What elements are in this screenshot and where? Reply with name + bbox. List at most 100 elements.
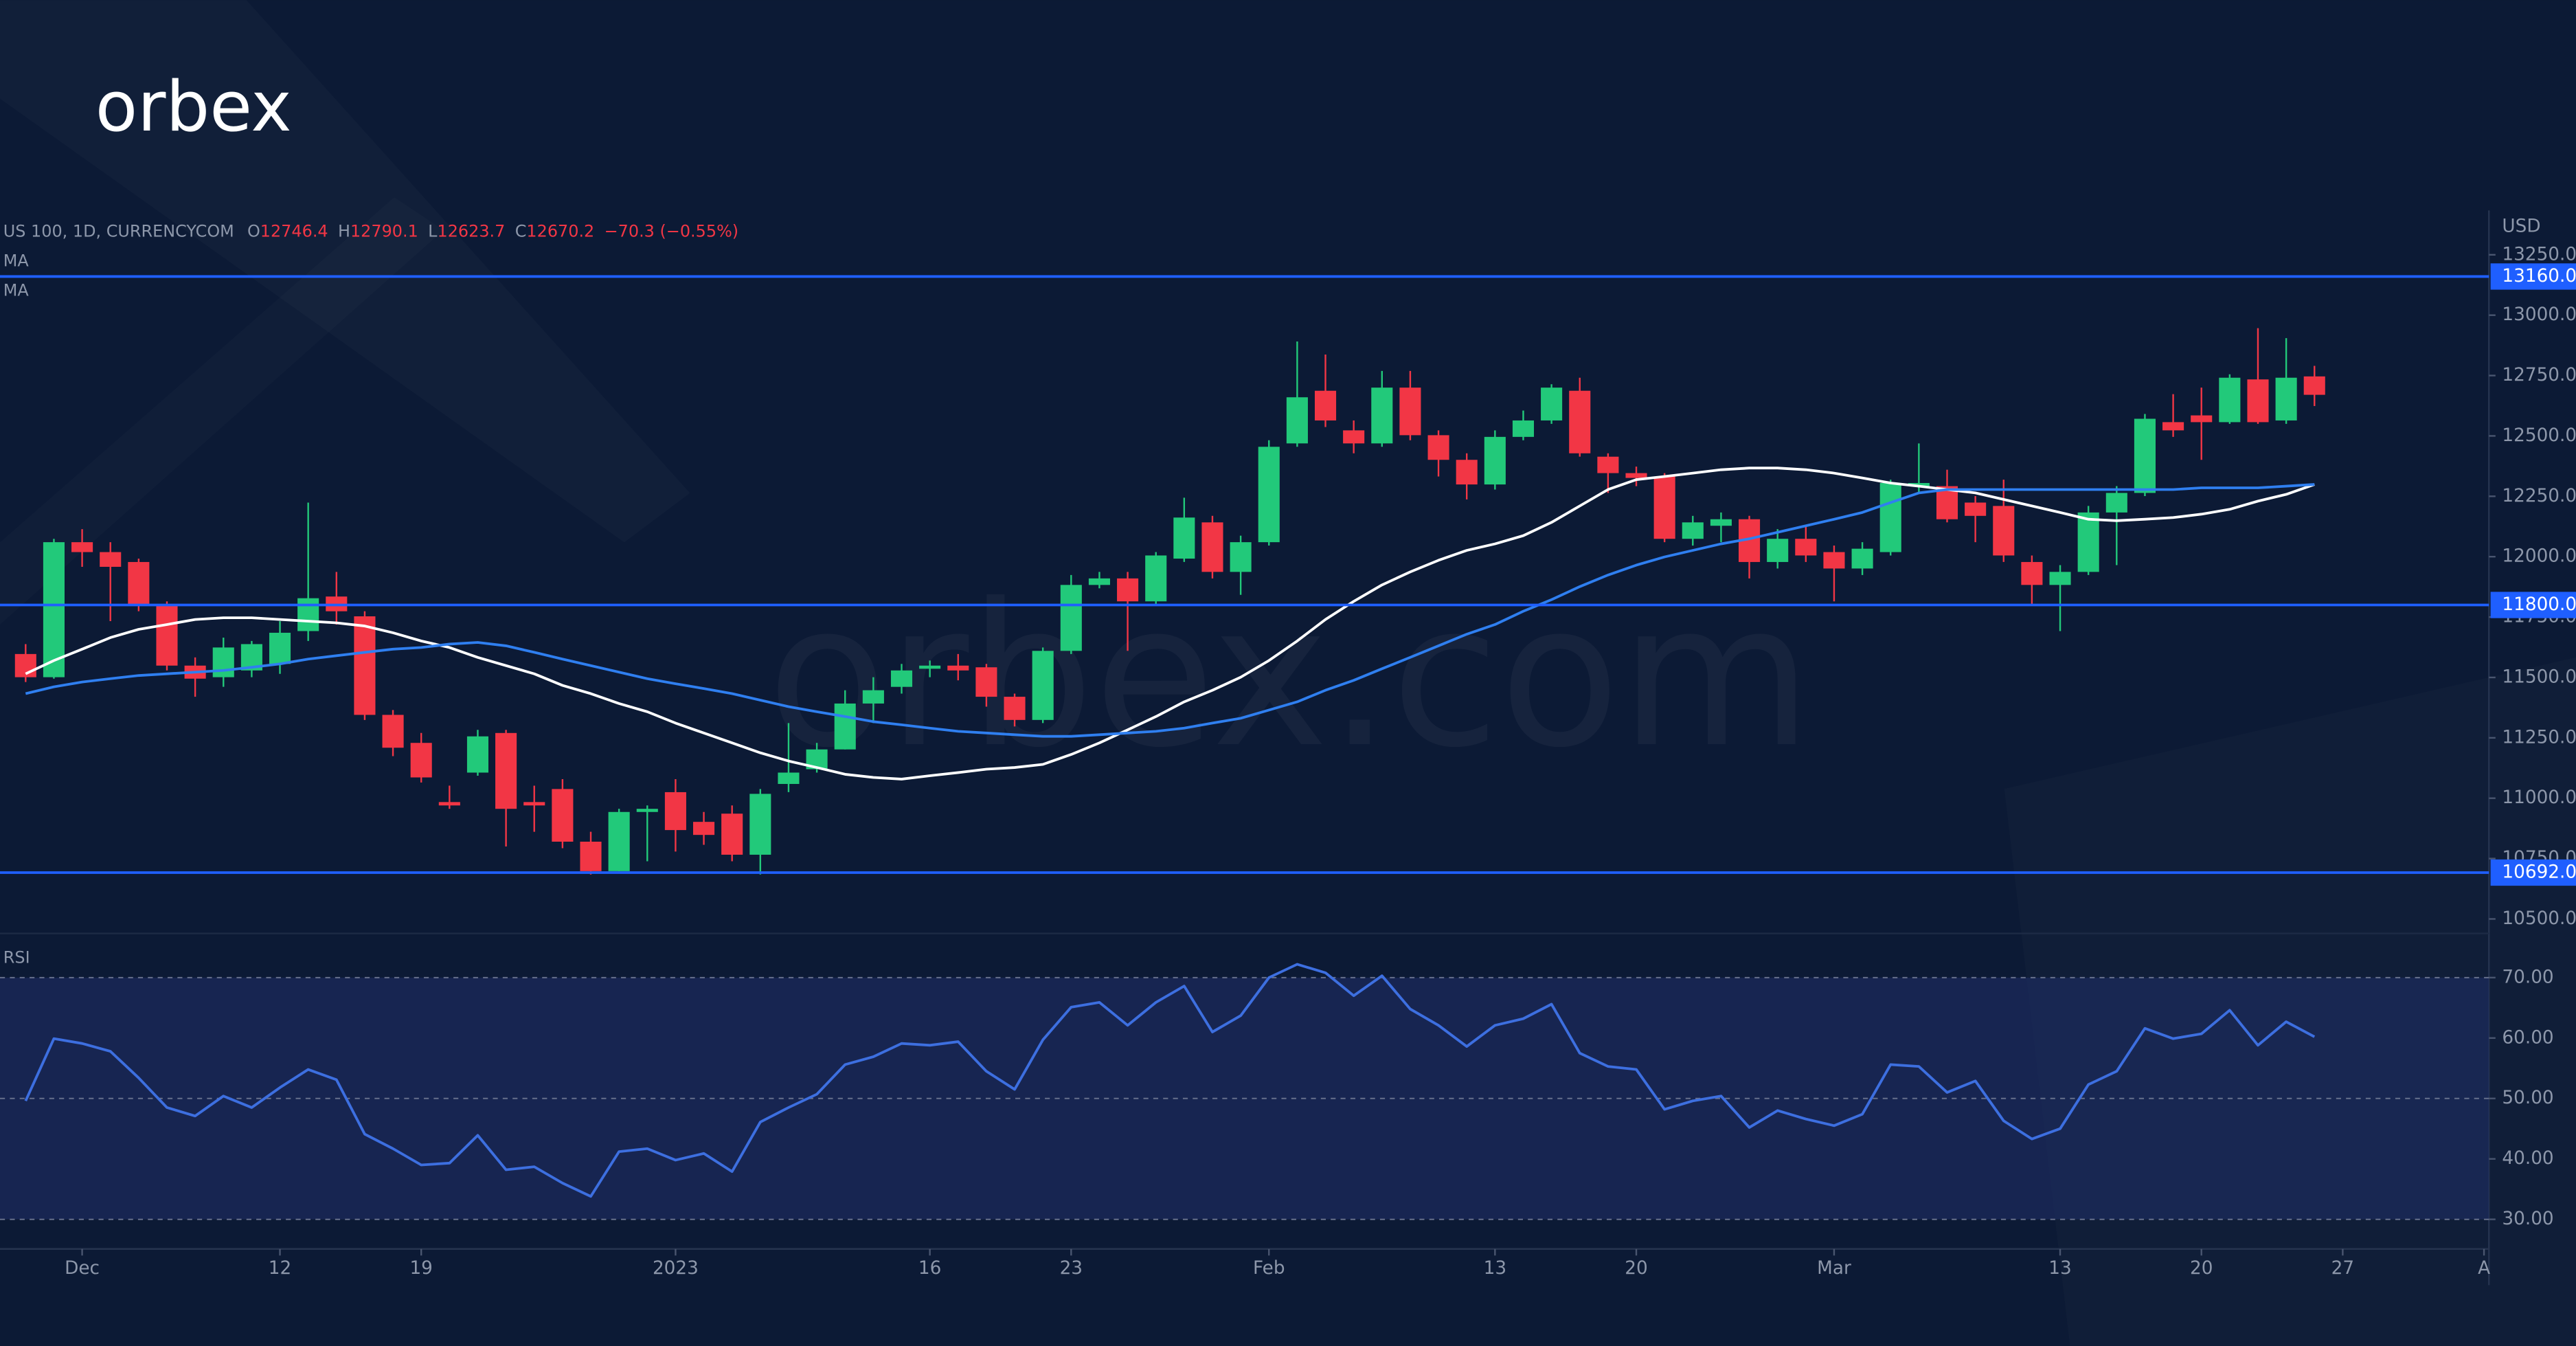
x-tick-label: Feb: [1253, 1258, 1285, 1279]
candle-body: [834, 703, 856, 750]
candle-body: [1060, 585, 1082, 651]
series-line: [24, 963, 2316, 1198]
level-label: 10692.0: [2502, 862, 2576, 882]
y-tick-label: 13000.0: [2502, 304, 2576, 325]
series-line: [25, 483, 2315, 738]
y-tick-label: 12250.0: [2502, 486, 2576, 506]
candle-body: [1823, 552, 1845, 569]
candle-body: [975, 667, 997, 697]
candle-body: [608, 811, 630, 871]
candle-body: [1088, 578, 1110, 585]
x-tick-label: 12: [269, 1258, 291, 1279]
chart-header: US 100, 1D, CURRENCYCOM O12746.4 H12790.1 L…: [3, 221, 738, 240]
x-tick-label: 19: [409, 1258, 432, 1279]
candle-body: [1625, 473, 1647, 478]
candle-body: [269, 632, 291, 664]
x-tick-label: A: [2478, 1258, 2490, 1279]
candle-body: [2247, 379, 2269, 423]
ohlc-prefix: L: [428, 221, 438, 240]
candle-body: [1371, 388, 1393, 444]
candle-body: [862, 690, 884, 704]
ohlc-value: 12670.2: [526, 221, 594, 240]
series-line: [25, 467, 2315, 781]
candle-body: [2303, 376, 2325, 395]
x-tick-label: 13: [1484, 1258, 1506, 1279]
candle-body: [1201, 522, 1223, 572]
logo: orbex: [95, 67, 292, 147]
y-tick-label: 70.00: [2502, 967, 2553, 987]
candle-body: [2162, 422, 2184, 431]
candle-body: [2077, 512, 2099, 572]
ohlc-prefix: O: [247, 221, 260, 240]
y-tick-label: 11250.0: [2502, 727, 2576, 748]
candle-body: [1032, 651, 1054, 720]
level-label-box: [2490, 263, 2576, 290]
candle-body: [2105, 493, 2127, 513]
ohlc-prefix: H: [338, 221, 350, 240]
candle-body: [1993, 506, 2015, 556]
candle-body: [523, 802, 545, 806]
candle-body: [1286, 397, 1308, 444]
candle-body: [919, 665, 941, 669]
y-tick-label: 11000.0: [2502, 787, 2576, 808]
y-tick-label: 12750.0: [2502, 365, 2576, 385]
candle-body: [721, 814, 743, 855]
candle-body: [128, 561, 150, 605]
candle-body: [1512, 420, 1535, 437]
candle-body: [410, 743, 432, 778]
candle-body: [749, 794, 771, 855]
ohlc-prefix: C: [515, 221, 527, 240]
y-tick-label: 60.00: [2502, 1027, 2553, 1048]
y-tick-label: 10500.0: [2502, 908, 2576, 929]
y-tick-label: 30.00: [2502, 1209, 2553, 1229]
x-tick-label: 20: [2190, 1258, 2213, 1279]
candle-body: [1795, 539, 1817, 556]
candle-body: [71, 542, 93, 552]
legend-label: MA: [3, 280, 30, 300]
candle-body: [1145, 555, 1167, 602]
candle-body: [1173, 517, 1195, 559]
candle-body: [1965, 502, 1987, 516]
candle-body: [212, 647, 234, 677]
y-tick-label: 13250.0: [2502, 244, 2576, 265]
candle-body: [693, 822, 715, 835]
candle-body: [2191, 415, 2213, 423]
candle-body: [580, 841, 602, 871]
ohlc-value: 12746.4: [260, 221, 328, 240]
candle-body: [1456, 460, 1478, 485]
candle-body: [1597, 456, 1619, 473]
candle-body: [1710, 519, 1732, 526]
level-label-box: [2490, 592, 2576, 618]
level-label: 13160.0: [2502, 266, 2576, 287]
x-tick-label: 23: [1060, 1258, 1083, 1279]
candle-body: [1258, 447, 1280, 543]
watermark: orbex.com: [767, 561, 1812, 791]
candle-body: [947, 665, 969, 671]
candle-body: [2021, 561, 2043, 585]
chart-title: US 100, 1D, CURRENCYCOM: [3, 221, 234, 240]
candle-body: [1541, 388, 1563, 420]
candle-body: [438, 802, 460, 806]
legend-label: MA: [3, 251, 30, 270]
candle-body: [1879, 482, 1901, 552]
ohlc-value: 12790.1: [350, 221, 418, 240]
candle-body: [1427, 435, 1449, 460]
candle-body: [466, 736, 489, 773]
candle-body: [1767, 539, 1789, 562]
candle-body: [2219, 377, 2241, 423]
y-tick-label: 40.00: [2502, 1148, 2553, 1169]
candle-body: [664, 792, 686, 831]
candle-body: [1682, 522, 1704, 539]
candle-body: [43, 542, 65, 677]
x-tick-label: 13: [2048, 1258, 2071, 1279]
candle-body: [100, 552, 122, 567]
candle-body: [1653, 476, 1675, 539]
candle-body: [552, 789, 574, 842]
y-tick-label: 11500.0: [2502, 666, 2576, 687]
pane-title: RSI: [3, 947, 30, 967]
candle-body: [495, 732, 517, 809]
candle-body: [382, 715, 404, 748]
candle-body: [2049, 572, 2071, 585]
candle-body: [2134, 418, 2156, 493]
